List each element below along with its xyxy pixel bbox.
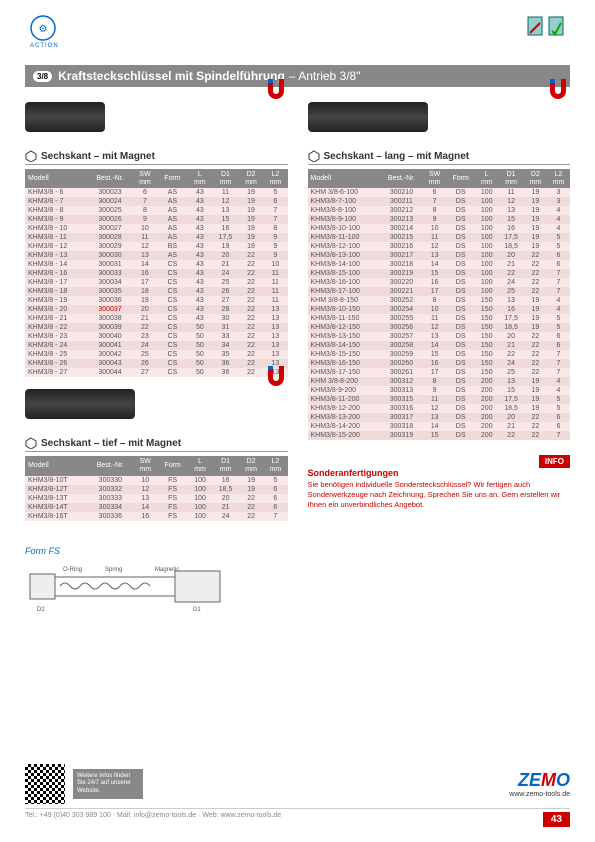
qr-code — [25, 764, 65, 804]
table-row: KHM3/8 - 2230003922CS50312213 — [25, 323, 288, 332]
qr-text: Weitere Infos finden Sie 24/7 auf unsere… — [73, 769, 143, 799]
zemo-logo: ZEMO www.zemo-tools.de — [509, 770, 570, 798]
table-row: KHM 3/8-6-1003002106DS10011193 — [308, 188, 571, 197]
magnet-icon — [264, 77, 288, 101]
svg-text:D2: D2 — [37, 607, 45, 613]
table-row: KHM3/8-15-15030025915DS15022227 — [308, 350, 571, 359]
magnet-icon — [264, 364, 288, 388]
svg-text:O-Ring: O-Ring — [63, 567, 82, 573]
footer-contact: Tel.: +49 (0)40 303 989 100 · Mail: info… — [25, 812, 281, 827]
table-row: KHM3/8-15-10030021915DS10022227 — [308, 269, 571, 278]
section-title: Sechskant – mit Magnet — [41, 151, 155, 162]
table-row: KHM3/8-17-10030022117DS10025227 — [308, 287, 571, 296]
hex-icon — [25, 437, 37, 449]
table-row: KHM3/8-12-15030025612DS15018,5195 — [308, 323, 571, 332]
table-hexagon-long: ModellBest.-Nr.SWmmFormLmmD1mmD2mmL2mmKH… — [308, 169, 571, 440]
section-title: Sechskant – lang – mit Magnet — [324, 151, 470, 162]
hex-icon — [308, 150, 320, 162]
table-row: KHM3/8 - 2430004124CS50342213 — [25, 341, 288, 350]
table-row: KHM3/8-7-1003002117DS10012193 — [308, 197, 571, 206]
table-hexagon-deep: ModellBest.-Nr.SWmmFormLmmD1mmD2mmL2mmKH… — [25, 456, 288, 520]
table-row: KHM3/8-13T30033313FS10020226 — [25, 494, 288, 503]
table-row: KHM3/8 - 73000247AS4312196 — [25, 197, 288, 206]
title-bar: 3/8 Kraftsteckschlüssel mit Spindelführu… — [25, 65, 570, 87]
page-number: 43 — [543, 812, 570, 827]
table-row: KHM3/8-16T30033616FS10024227 — [25, 512, 288, 521]
table-row: KHM3/8-11-10030021511DS10017,5195 — [308, 233, 571, 242]
info-box: INFO Sonderanfertigungen Sie benötigen i… — [308, 455, 571, 509]
table-row: KHM3/8-14T30033414FS10021226 — [25, 503, 288, 512]
table-row: KHM3/8 - 1130002811AS4317,5199 — [25, 233, 288, 242]
table-row: KHM3/8-8-1003002128DS10013194 — [308, 206, 571, 215]
table-row: KHM3/8 - 93000269AS4315197 — [25, 215, 288, 224]
table-row: KHM3/8 - 1330003013AS4320229 — [25, 251, 288, 260]
table-row: KHM3/8 - 1730003417CS43252211 — [25, 278, 288, 287]
hex-icon — [25, 150, 37, 162]
table-row: KHM3/8-14-20030031814DS20021226 — [308, 422, 571, 431]
table-hexagon: ModellBest.-Nr.SWmmFormLmmD1mmD2mmL2mmKH… — [25, 169, 288, 377]
table-row: KHM3/8-11-15030025511DS15017,5195 — [308, 314, 571, 323]
drive-badge: 3/8 — [33, 71, 52, 82]
table-row: KHM3/8 - 2330004023CS50332213 — [25, 332, 288, 341]
table-row: KHM3/8-12T30033212FS10018,5196 — [25, 485, 288, 494]
svg-text:D1: D1 — [193, 607, 201, 613]
form-diagram: Form FS O-Ring Spring Magnetic D2 D1 — [25, 546, 570, 616]
header-icons — [526, 15, 565, 37]
info-text: Sie benötigen individuelle Sonderstecksc… — [308, 480, 571, 509]
table-row: KHM3/8 - 1430003114CS43212210 — [25, 260, 288, 269]
table-row: KHM3/8-13-20030031713DS20020226 — [308, 413, 571, 422]
table-row: KHM3/8 - 2730004427CS50362213 — [25, 368, 288, 377]
table-row: KHM3/8 - 1930003619CS43272211 — [25, 296, 288, 305]
table-row: KHM3/8 - 2530004225CS50352213 — [25, 350, 288, 359]
table-row: KHM3/8-13-10030021713DS10020226 — [308, 251, 571, 260]
table-row: KHM3/8-10-15030025410DS15016194 — [308, 305, 571, 314]
table-row: KHM3/8 - 1630003316CS43242211 — [25, 269, 288, 278]
table-row: KHM3/8 - 1230002912BS4319199 — [25, 242, 288, 251]
table-row: KHM3/8-9-2003003139DS20015194 — [308, 386, 571, 395]
socket-image-short — [25, 102, 105, 132]
table-row: KHM3/8 - 63000236AS4311195 — [25, 188, 288, 197]
table-row: KHM3/8 - 2630004326CS50362213 — [25, 359, 288, 368]
table-row: KHM3/8 - 2030003720CS43282213 — [25, 305, 288, 314]
svg-text:⚙: ⚙ — [39, 24, 48, 35]
table-row: KHM3/8-12-10030021612DS10018,5195 — [308, 242, 571, 251]
page-subtitle: – Antrieb 3/8" — [289, 69, 361, 83]
magnet-icon — [546, 77, 570, 101]
table-row: KHM3/8 - 2130003821CS43302213 — [25, 314, 288, 323]
table-row: KHM 3/8-8-2003003128DS20013194 — [308, 377, 571, 386]
table-row: KHM3/8-14-10030021814DS10021226 — [308, 260, 571, 269]
table-row: KHM3/8 - 1030002710AS4316198 — [25, 224, 288, 233]
table-row: KHM3/8 - 1830003518CS43262211 — [25, 287, 288, 296]
info-badge: INFO — [539, 455, 570, 468]
socket-image-deep — [25, 389, 135, 419]
table-row: KHM 3/8-8-1503002528DS15013194 — [308, 296, 571, 305]
table-row: KHM3/8-16-15030026016DS15024227 — [308, 359, 571, 368]
info-title: Sonderanfertigungen — [308, 468, 571, 478]
table-row: KHM3/8 - 83000258AS4313197 — [25, 206, 288, 215]
svg-text:Magnetic: Magnetic — [155, 567, 179, 573]
table-row: KHM3/8-14-15030025814DS15021226 — [308, 341, 571, 350]
svg-text:Spring: Spring — [105, 567, 122, 573]
table-row: KHM3/8-10T30033010FS10016195 — [25, 476, 288, 485]
action-logo: ⚙ ACTION — [30, 15, 59, 49]
table-row: KHM3/8-9-1003002139DS10015194 — [308, 215, 571, 224]
table-row: KHM3/8-11-20030031511DS20017,5195 — [308, 395, 571, 404]
diagram-fs: O-Ring Spring Magnetic D2 D1 — [25, 559, 235, 614]
section-title: Sechskant – tief – mit Magnet — [41, 438, 181, 449]
page-title: Kraftsteckschlüssel mit Spindelführung — [58, 69, 285, 83]
table-row: KHM3/8-12-20030031612DS20018,5195 — [308, 404, 571, 413]
table-row: KHM3/8-16-10030022016DS10024227 — [308, 278, 571, 287]
table-row: KHM3/8-13-15030025713DS15020226 — [308, 332, 571, 341]
table-row: KHM3/8-17-15030026117DS15025227 — [308, 368, 571, 377]
table-row: KHM3/8-10-10030021410DS10016194 — [308, 224, 571, 233]
socket-image-long — [308, 102, 428, 132]
table-row: KHM3/8-15-20030031915DS20022227 — [308, 431, 571, 440]
form-label: Form FS — [25, 546, 570, 556]
